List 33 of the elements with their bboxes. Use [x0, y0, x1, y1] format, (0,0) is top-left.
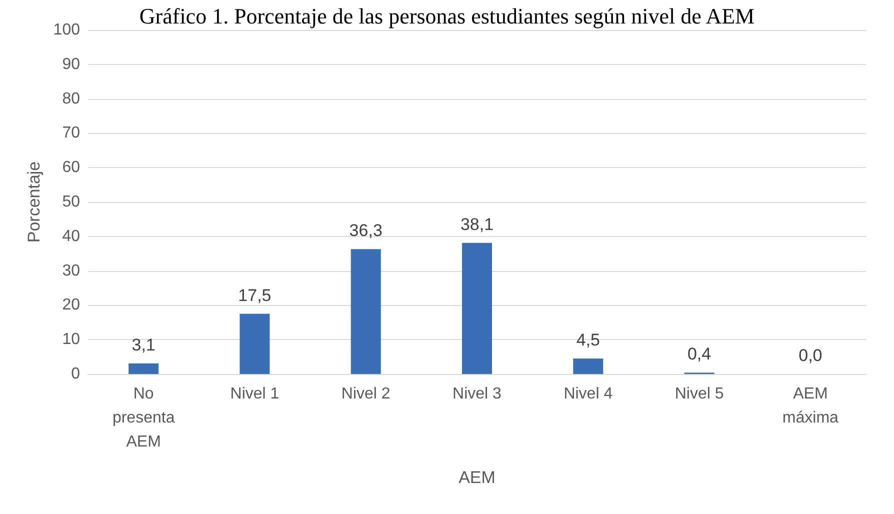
- y-tick-label: 60: [62, 159, 80, 176]
- y-tick-label: 20: [62, 296, 80, 314]
- data-label: 4,5: [576, 330, 600, 350]
- data-label: 0,4: [687, 344, 712, 364]
- bar: [240, 314, 270, 374]
- y-tick-label: 10: [62, 331, 80, 348]
- bar: [350, 249, 381, 374]
- bar: [573, 358, 604, 374]
- x-tick-label: Nivel 5: [674, 386, 724, 402]
- y-tick-label: 50: [62, 194, 80, 210]
- y-tick-label: 0: [71, 366, 80, 382]
- y-tick-label: 40: [62, 228, 80, 245]
- data-label: 38,1: [460, 214, 494, 234]
- x-tick-label: Nivel 3: [452, 386, 502, 402]
- data-label: 3,1: [132, 335, 156, 354]
- data-label: 36,3: [349, 221, 382, 240]
- bar: [128, 363, 159, 374]
- y-axis-title: Porcentaje: [24, 161, 44, 243]
- x-tick-label: Nivel 1: [230, 386, 280, 402]
- bar: [462, 242, 492, 374]
- x-tick-label: AEM máxima: [782, 386, 839, 426]
- chart-title: Gráfico 1. Porcentaje de las personas estudiantes según nivel de AEM: [139, 4, 755, 28]
- y-tick-label: 90: [62, 56, 80, 73]
- y-tick-label: 80: [62, 90, 80, 108]
- x-axis-title: AEM: [458, 468, 496, 487]
- x-tick-label: Nivel 4: [564, 386, 613, 402]
- x-tick-label: Nivel 2: [341, 386, 390, 402]
- x-tick-label: No presenta AEM: [112, 386, 175, 450]
- data-label: 0,0: [798, 346, 822, 365]
- y-tick-label: 70: [62, 124, 80, 142]
- y-tick-label: 30: [62, 262, 80, 280]
- data-label: 17,5: [238, 286, 272, 305]
- y-tick-label: 100: [53, 22, 80, 38]
